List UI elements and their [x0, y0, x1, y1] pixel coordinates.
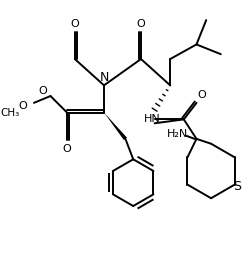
Text: N: N [99, 71, 109, 84]
Text: O: O [197, 90, 206, 100]
Text: CH₃: CH₃ [0, 108, 19, 117]
Text: O: O [63, 144, 72, 154]
Text: O: O [70, 19, 79, 29]
Text: S: S [234, 180, 241, 193]
Text: H₂N: H₂N [166, 129, 188, 139]
Text: HN: HN [144, 114, 161, 124]
Text: O: O [38, 86, 47, 96]
Text: O: O [18, 101, 27, 111]
Polygon shape [104, 113, 127, 140]
Text: O: O [136, 19, 145, 29]
